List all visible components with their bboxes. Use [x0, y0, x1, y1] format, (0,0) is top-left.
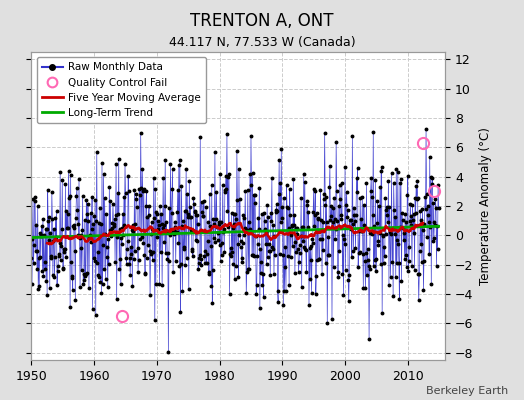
- Text: TRENTON A, ONT: TRENTON A, ONT: [190, 12, 334, 30]
- Text: Berkeley Earth: Berkeley Earth: [426, 386, 508, 396]
- Legend: Raw Monthly Data, Quality Control Fail, Five Year Moving Average, Long-Term Tren: Raw Monthly Data, Quality Control Fail, …: [37, 57, 206, 123]
- Text: 44.117 N, 77.533 W (Canada): 44.117 N, 77.533 W (Canada): [169, 36, 355, 49]
- Y-axis label: Temperature Anomaly (°C): Temperature Anomaly (°C): [479, 127, 492, 285]
